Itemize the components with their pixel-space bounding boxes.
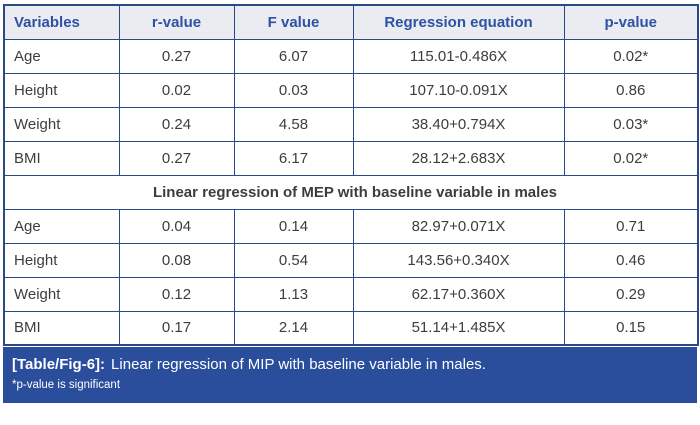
- table-row-mip-height: Height 0.02 0.03 107.10-0.091X 0.86: [3, 72, 699, 108]
- section-header-row: Linear regression of MEP with baseline v…: [3, 174, 699, 210]
- header-cell-variables: Variables: [3, 4, 120, 40]
- cell-regression-equation: 115.01-0.486X: [352, 38, 565, 74]
- cell-regression-equation: 143.56+0.340X: [352, 242, 565, 278]
- cell-variable: Age: [3, 38, 120, 74]
- header-cell-r-value: r-value: [118, 4, 235, 40]
- table-row-mep-age: Age 0.04 0.14 82.97+0.071X 0.71: [3, 208, 699, 244]
- cell-variable: Weight: [3, 276, 120, 312]
- cell-r-value: 0.08: [118, 242, 235, 278]
- cell-variable: Weight: [3, 106, 120, 142]
- cell-regression-equation: 107.10-0.091X: [352, 72, 565, 108]
- table-row-mip-bmi: BMI 0.27 6.17 28.12+2.683X 0.02*: [3, 140, 699, 176]
- cell-regression-equation: 38.40+0.794X: [352, 106, 565, 142]
- cell-f-value: 6.07: [233, 38, 354, 74]
- cell-regression-equation: 82.97+0.071X: [352, 208, 565, 244]
- cell-f-value: 6.17: [233, 140, 354, 176]
- caption-note: *p-value is significant: [12, 379, 121, 391]
- cell-f-value: 0.03: [233, 72, 354, 108]
- cell-regression-equation: 62.17+0.360X: [352, 276, 565, 312]
- cell-f-value: 2.14: [233, 310, 354, 346]
- table-row-mip-age: Age 0.27 6.07 115.01-0.486X 0.02*: [3, 38, 699, 74]
- cell-f-value: 0.14: [233, 208, 354, 244]
- cell-f-value: 4.58: [233, 106, 354, 142]
- cell-variable: BMI: [3, 140, 120, 176]
- cell-variable: Height: [3, 242, 120, 278]
- cell-variable: Height: [3, 72, 120, 108]
- cell-variable: Age: [3, 208, 120, 244]
- table-row-mep-bmi: BMI 0.17 2.14 51.14+1.485X 0.15: [3, 310, 699, 346]
- cell-r-value: 0.02: [118, 72, 235, 108]
- caption-bar: [Table/Fig-6]: Linear regression of MIP w…: [3, 347, 697, 403]
- cell-regression-equation: 28.12+2.683X: [352, 140, 565, 176]
- cell-regression-equation: 51.14+1.485X: [352, 310, 565, 346]
- header-cell-f-value: F value: [233, 4, 354, 40]
- regression-table: Variables r-value F value Regression equ…: [3, 4, 699, 346]
- cell-r-value: 0.24: [118, 106, 235, 142]
- cell-r-value: 0.12: [118, 276, 235, 312]
- cell-r-value: 0.04: [118, 208, 235, 244]
- cell-r-value: 0.27: [118, 38, 235, 74]
- cell-p-value: 0.02*: [563, 38, 699, 74]
- header-row: Variables r-value F value Regression equ…: [3, 4, 699, 40]
- table-row-mep-weight: Weight 0.12 1.13 62.17+0.360X 0.29: [3, 276, 699, 312]
- section-header: Linear regression of MEP with baseline v…: [3, 174, 699, 210]
- cell-f-value: 0.54: [233, 242, 354, 278]
- cell-p-value: 0.71: [563, 208, 699, 244]
- cell-p-value: 0.46: [563, 242, 699, 278]
- caption-label: [Table/Fig-6]:: [12, 356, 106, 373]
- cell-p-value: 0.03*: [563, 106, 699, 142]
- caption-line: [Table/Fig-6]: Linear regression of MIP w…: [12, 355, 688, 374]
- header-cell-p-value: p-value: [563, 4, 699, 40]
- table-row-mep-height: Height 0.08 0.54 143.56+0.340X 0.46: [3, 242, 699, 278]
- cell-r-value: 0.27: [118, 140, 235, 176]
- cell-f-value: 1.13: [233, 276, 354, 312]
- table-row-mip-weight: Weight 0.24 4.58 38.40+0.794X 0.03*: [3, 106, 699, 142]
- caption-text: Linear regression of MIP with baseline v…: [111, 356, 486, 373]
- cell-p-value: 0.29: [563, 276, 699, 312]
- cell-p-value: 0.02*: [563, 140, 699, 176]
- cell-p-value: 0.86: [563, 72, 699, 108]
- cell-p-value: 0.15: [563, 310, 699, 346]
- cell-r-value: 0.17: [118, 310, 235, 346]
- cell-variable: BMI: [3, 310, 120, 346]
- header-cell-regression-equation: Regression equation: [352, 4, 565, 40]
